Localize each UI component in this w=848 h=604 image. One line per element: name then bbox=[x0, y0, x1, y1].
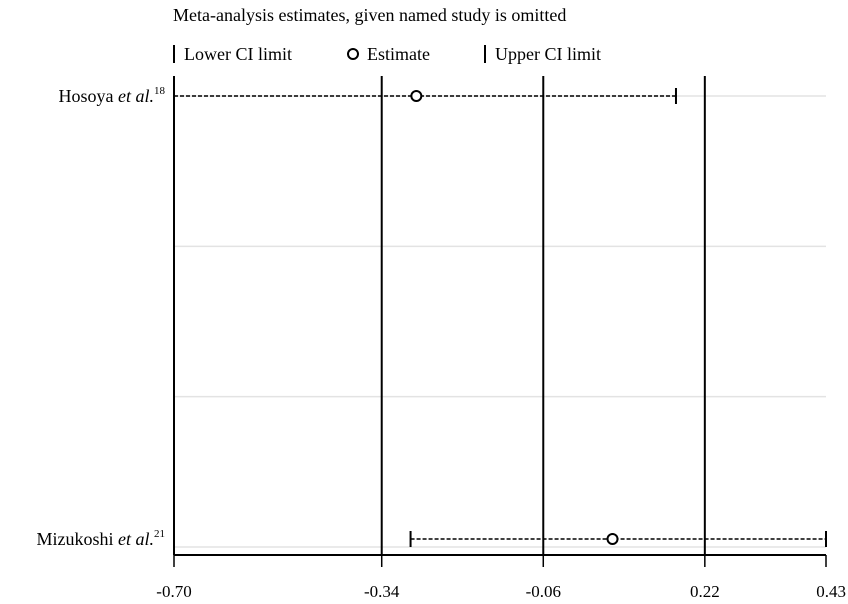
reference-lines bbox=[173, 76, 706, 555]
study-ref: 18 bbox=[154, 85, 166, 97]
chart-title: Meta-analysis estimates, given named stu… bbox=[173, 5, 566, 25]
x-tick-label: -0.06 bbox=[526, 582, 561, 601]
study-etal: et al. bbox=[118, 529, 154, 549]
x-tick-label: 0.43 bbox=[816, 582, 846, 601]
study-name: Mizukoshi bbox=[36, 529, 118, 549]
x-tick-label: -0.34 bbox=[364, 582, 400, 601]
study-name: Hosoya bbox=[59, 86, 119, 106]
legend-upper-ci-label: Upper CI limit bbox=[495, 44, 601, 64]
estimate-point bbox=[606, 533, 619, 545]
study-label: Mizukoshi et al.21 bbox=[36, 528, 165, 549]
study-etal: et al. bbox=[118, 86, 154, 106]
study-label: Hosoya et al.18 bbox=[59, 85, 166, 106]
study-ref: 21 bbox=[154, 528, 165, 540]
estimate-point bbox=[410, 90, 423, 102]
grid-lines bbox=[174, 95, 826, 548]
legend-lower-ci-label: Lower CI limit bbox=[184, 44, 292, 64]
x-tick-label: -0.70 bbox=[156, 582, 191, 601]
study-row: Hosoya et al.18 bbox=[59, 85, 677, 106]
x-tick-label: 0.22 bbox=[690, 582, 720, 601]
legend-estimate-label: Estimate bbox=[367, 44, 430, 64]
legend: Lower CI limit Estimate Upper CI limit bbox=[173, 44, 601, 64]
study-row: Mizukoshi et al.21 bbox=[36, 528, 827, 549]
x-axis: -0.70 -0.34 -0.06 0.22 0.43 bbox=[156, 554, 846, 601]
legend-estimate-marker bbox=[347, 48, 359, 60]
